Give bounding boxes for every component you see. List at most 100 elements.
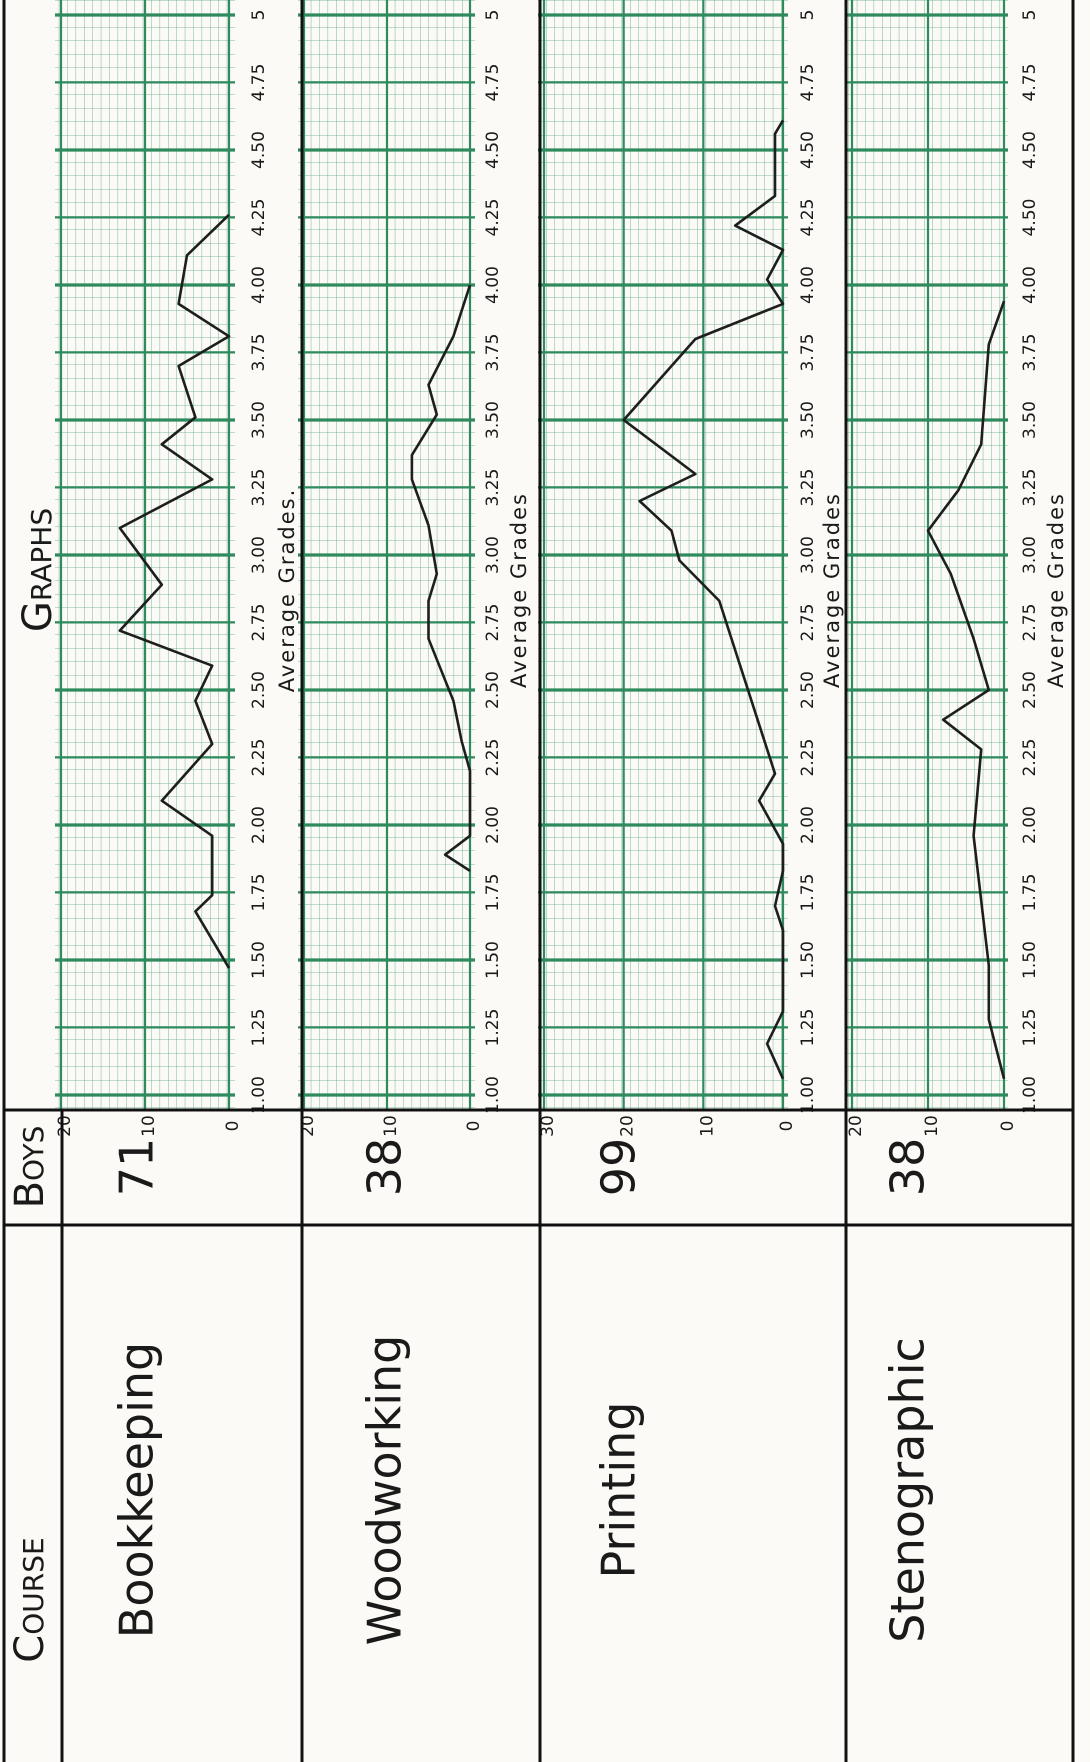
x-tick-label: 4.00: [249, 266, 269, 304]
x-tick-label: 3.25: [249, 469, 269, 507]
x-tick-label: 2.25: [1020, 739, 1040, 777]
x-tick-label: 2.25: [483, 739, 503, 777]
x-tick-label: 3.75: [249, 334, 269, 372]
x-tick-label: 1.75: [483, 874, 503, 912]
course-name: Printing: [592, 1402, 646, 1579]
x-tick-label: 3.25: [798, 469, 818, 507]
x-tick-label: 1.50: [798, 941, 818, 979]
x-tick-label: 5: [483, 10, 503, 21]
x-tick-label: 2.75: [798, 604, 818, 642]
x-tick-label: 4.25: [483, 199, 503, 237]
y-tick-label: 10: [139, 1115, 159, 1137]
x-tick-label: 2.00: [249, 806, 269, 844]
y-tick-label: 20: [618, 1115, 638, 1137]
boys-header: Boys: [7, 1126, 53, 1209]
x-tick-label: 2.50: [483, 671, 503, 709]
x-tick-label: 4.50: [483, 131, 503, 169]
y-tick-label: 0: [777, 1121, 797, 1132]
x-tick-label: 1.25: [249, 1009, 269, 1047]
boys-count: 71: [110, 1138, 164, 1197]
x-tick-label: 2.75: [1020, 604, 1040, 642]
x-tick-label: 3.00: [798, 536, 818, 574]
x-tick-label: 1.50: [249, 941, 269, 979]
x-axis-label: Average Grades: [820, 492, 844, 688]
grid-backgrounds: [55, 0, 1008, 1110]
x-tick-label: 2.25: [798, 739, 818, 777]
boys-count: 99: [592, 1138, 646, 1197]
x-tick-label: 2.25: [249, 739, 269, 777]
x-tick-label: 1.50: [483, 941, 503, 979]
x-tick-label: 1.25: [483, 1009, 503, 1047]
x-tick-label: 3.00: [1020, 536, 1040, 574]
data-line: [926, 300, 1006, 1080]
data-line: [622, 119, 785, 1080]
course-header: Course: [7, 1537, 53, 1662]
graphs-header: Graphs: [15, 508, 61, 632]
x-tick-label: 4.75: [798, 64, 818, 102]
y-tick-label: 20: [55, 1115, 75, 1137]
x-tick-label: 1.00: [249, 1076, 269, 1114]
y-tick-label: 0: [998, 1121, 1018, 1132]
x-tick-label: 3.75: [483, 334, 503, 372]
y-tick-label: 10: [381, 1115, 401, 1137]
x-tick-label: 3.50: [249, 401, 269, 439]
data-line: [410, 284, 472, 872]
data-line: [118, 213, 231, 969]
x-tick-label: 3.75: [1020, 334, 1040, 372]
x-tick-label: 4.00: [1020, 266, 1040, 304]
x-tick-label: 3.25: [483, 469, 503, 507]
course-name: Bookkeeping: [110, 1342, 164, 1638]
x-axis-label: Average Grades.: [275, 488, 299, 693]
x-tick-label: 2.75: [249, 604, 269, 642]
x-tick-label: 4.00: [483, 266, 503, 304]
course-name: Woodworking: [358, 1335, 412, 1646]
x-tick-label: 1.75: [1020, 874, 1040, 912]
content: Graphs Boys Course 71 Bookkeeping 38 Woodworki…: [7, 10, 1068, 1663]
x-tick-label: 5: [249, 10, 269, 21]
course-name: Stenographic: [881, 1337, 935, 1643]
x-tick-label: 4.25: [798, 199, 818, 237]
x-tick-label: 2.00: [798, 806, 818, 844]
x-tick-label: 4.00: [798, 266, 818, 304]
y-tick-label: 10: [697, 1115, 717, 1137]
x-axis-label: Average Grades: [1044, 492, 1068, 688]
x-tick-label: 4.50: [798, 131, 818, 169]
x-tick-label: 3.25: [1020, 469, 1040, 507]
x-tick-label: 1.25: [798, 1009, 818, 1047]
x-tick-label: 2.50: [798, 671, 818, 709]
boys-count: 38: [358, 1138, 412, 1197]
y-tick-label: 20: [846, 1115, 866, 1137]
x-tick-label: 4.50: [1020, 199, 1040, 237]
x-tick-label: 1.50: [1020, 941, 1040, 979]
x-tick-label: 4.75: [483, 64, 503, 102]
x-tick-label: 2.00: [483, 806, 503, 844]
x-tick-label: 1.00: [1020, 1076, 1040, 1114]
x-tick-label: 1.75: [249, 874, 269, 912]
x-tick-label: 3.00: [249, 536, 269, 574]
x-tick-label: 4.75: [1020, 64, 1040, 102]
x-tick-label: 2.50: [1020, 671, 1040, 709]
y-tick-label: 0: [223, 1121, 243, 1132]
x-tick-label: 2.00: [1020, 806, 1040, 844]
x-tick-label: 4.50: [249, 131, 269, 169]
x-tick-label: 5: [798, 10, 818, 21]
x-tick-label: 3.00: [483, 536, 503, 574]
x-tick-label: 1.25: [1020, 1009, 1040, 1047]
x-tick-label: 1.75: [798, 874, 818, 912]
x-tick-label: 3.75: [798, 334, 818, 372]
y-tick-label: 10: [922, 1115, 942, 1137]
y-tick-label: 30: [538, 1115, 558, 1137]
x-tick-label: 4.25: [249, 199, 269, 237]
x-tick-label: 4.50: [1020, 131, 1040, 169]
boys-count: 38: [881, 1138, 935, 1197]
x-tick-label: 2.50: [249, 671, 269, 709]
x-tick-label: 3.50: [798, 401, 818, 439]
x-tick-label: 1.00: [483, 1076, 503, 1114]
y-tick-label: 0: [464, 1121, 484, 1132]
x-tick-label: 5: [1020, 10, 1040, 21]
x-tick-label: 1.00: [798, 1076, 818, 1114]
x-tick-label: 4.75: [249, 64, 269, 102]
x-tick-label: 3.50: [483, 401, 503, 439]
